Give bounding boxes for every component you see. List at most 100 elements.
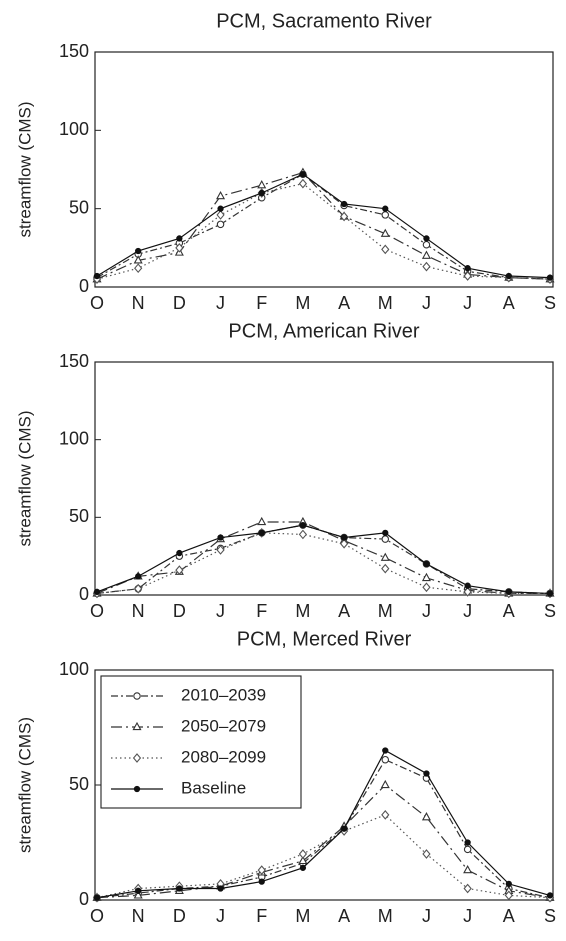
marker	[546, 274, 554, 281]
x-tick-label: S	[544, 601, 556, 621]
marker	[299, 171, 307, 178]
x-tick-label: O	[90, 906, 104, 926]
marker	[176, 885, 183, 892]
marker	[93, 272, 101, 280]
x-tick-label: J	[216, 906, 225, 926]
series-line	[96, 173, 551, 280]
x-tick-label: M	[295, 906, 310, 926]
marker	[381, 755, 390, 764]
marker	[422, 240, 431, 249]
y-tick-label: 50	[69, 774, 89, 794]
x-tick-label: M	[378, 906, 393, 926]
x-tick-label: A	[503, 601, 515, 621]
y-axis-label: streamflow (CMS)	[15, 717, 34, 853]
plot-frame	[94, 361, 554, 596]
marker	[258, 189, 265, 197]
marker	[422, 582, 431, 593]
x-tick-label: N	[132, 906, 145, 926]
x-tick-label: F	[256, 601, 267, 621]
marker	[299, 864, 307, 871]
series-line	[96, 182, 551, 280]
x-tick-label: F	[256, 293, 267, 313]
x-tick-label: J	[422, 601, 431, 621]
legend-label: 2080–2099	[181, 747, 266, 766]
marker	[463, 587, 472, 597]
marker	[380, 779, 390, 789]
x-tick-label: A	[503, 906, 515, 926]
marker	[133, 890, 143, 899]
marker	[216, 210, 225, 220]
marker	[176, 235, 183, 242]
x-tick-label: D	[173, 601, 186, 621]
series-line	[96, 814, 551, 899]
x-tick-label: J	[463, 293, 472, 313]
series-line	[96, 171, 551, 280]
y-tick-label: 0	[79, 889, 89, 909]
marker	[340, 534, 348, 541]
marker	[257, 865, 266, 875]
marker	[216, 545, 225, 555]
marker	[298, 849, 308, 859]
marker	[298, 178, 308, 189]
marker	[134, 583, 143, 594]
legend-label: Baseline	[181, 778, 246, 797]
y-tick-label: 150	[59, 351, 89, 371]
x-tick-label: D	[173, 293, 186, 313]
marker	[381, 244, 390, 255]
x-tick-label: M	[295, 293, 310, 313]
marker	[299, 521, 307, 529]
marker	[216, 190, 226, 200]
x-tick-label: M	[378, 293, 393, 313]
marker	[505, 272, 512, 280]
marker	[93, 588, 101, 596]
legend-marker	[133, 692, 141, 700]
y-tick-label: 100	[59, 659, 89, 679]
legend-label: 2010–2039	[181, 685, 266, 704]
y-axis-label: streamflow (CMS)	[15, 410, 34, 546]
marker	[546, 892, 554, 899]
marker	[134, 263, 143, 274]
marker	[175, 565, 184, 575]
legend-marker	[132, 753, 142, 763]
x-tick-label: O	[90, 293, 104, 313]
marker	[217, 205, 224, 212]
x-tick-label: N	[132, 293, 145, 313]
marker	[135, 887, 142, 894]
x-tick-label: M	[378, 601, 393, 621]
marker	[421, 812, 431, 821]
series-line	[96, 173, 551, 279]
marker	[463, 883, 472, 894]
x-tick-label: S	[544, 293, 556, 313]
plot-frame	[94, 51, 554, 288]
marker	[217, 534, 224, 541]
marker	[135, 247, 142, 255]
marker	[340, 825, 348, 832]
marker	[463, 864, 473, 874]
legend-label: 2050–2079	[181, 716, 266, 735]
marker	[463, 271, 472, 281]
marker	[380, 552, 390, 561]
x-tick-label: J	[422, 906, 431, 926]
marker	[464, 265, 471, 272]
marker	[381, 535, 390, 543]
marker	[421, 572, 431, 582]
marker	[298, 855, 308, 865]
series-line	[96, 524, 551, 595]
x-tick-label: N	[132, 601, 145, 621]
marker	[258, 529, 265, 537]
marker	[546, 590, 554, 597]
marker	[505, 880, 512, 888]
marker	[463, 845, 472, 854]
marker	[216, 220, 225, 229]
marker	[381, 563, 390, 574]
series-line	[96, 784, 551, 899]
marker	[423, 235, 430, 242]
marker	[421, 250, 431, 259]
marker	[339, 538, 349, 549]
chart-title: PCM, Sacramento River	[216, 10, 432, 32]
marker	[382, 529, 389, 537]
series-line	[96, 521, 550, 595]
series-line	[96, 749, 551, 899]
marker	[505, 588, 512, 596]
